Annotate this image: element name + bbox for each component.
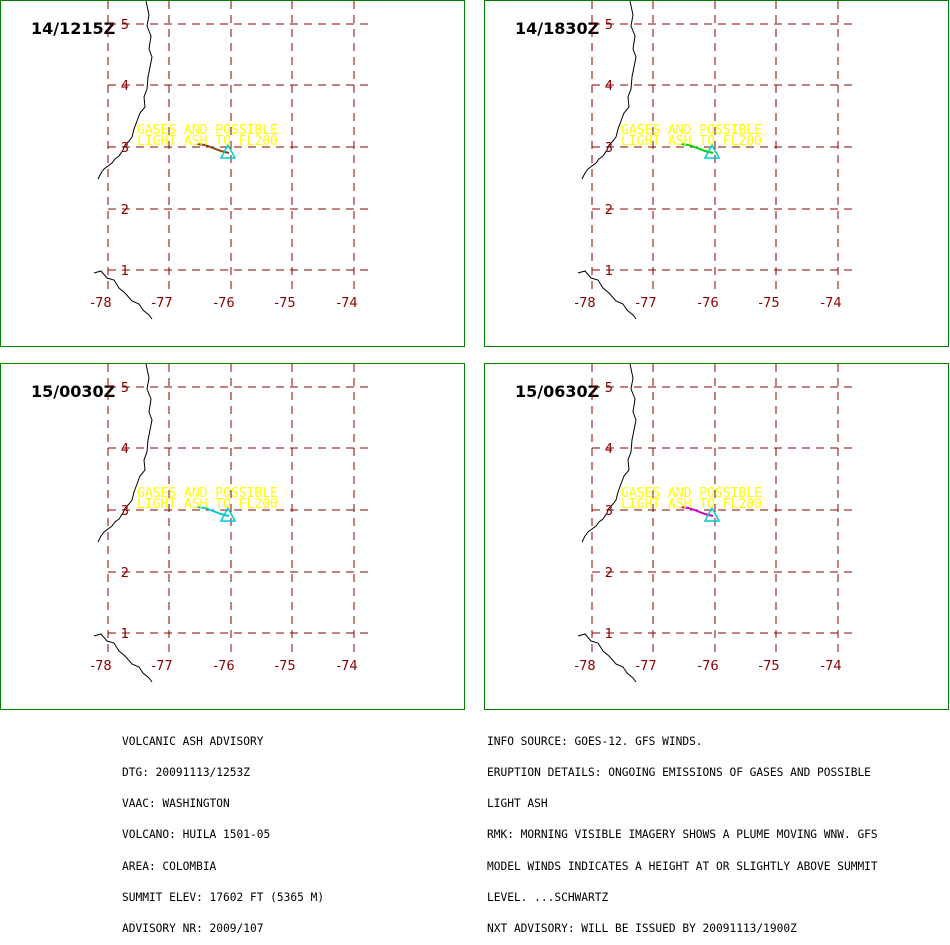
advisory-line: ADVISORY NR: 2009/107 [122, 922, 264, 936]
latitude-label: 2 [121, 203, 129, 218]
panel-time-label: 14/1830Z [515, 19, 600, 38]
advisory-line: MODEL WINDS INDICATES A HEIGHT AT OR SLI… [487, 859, 878, 873]
volcano-triangle-icon [703, 506, 721, 522]
ash-cloud-label: LIGHT ASH TO FL200 [621, 497, 762, 512]
ash-forecast-map: 5 4 3 2 1 -78 -77 -76 -75 -74 GASES AND POSSIBLELI… [90, 364, 371, 683]
longitude-label: -77 [635, 659, 656, 674]
latitude-label: 3 [121, 141, 129, 156]
ash-forecast-map: 5 4 3 2 1 -78 -77 -76 -75 -74 GASES AND POSSIBLELI… [574, 364, 855, 683]
advisory-line: LIGHT ASH [487, 797, 548, 811]
latitude-label: 3 [121, 504, 129, 519]
coastline [97, 364, 153, 543]
advisory-line: NXT ADVISORY: WILL BE ISSUED BY 20091113… [487, 922, 797, 936]
longitude-label: -78 [90, 296, 111, 311]
longitude-label: -77 [151, 659, 172, 674]
volcano-triangle-icon [219, 506, 237, 522]
coastline [93, 270, 153, 320]
latitude-label: 1 [121, 264, 129, 279]
latitude-label: 2 [605, 203, 613, 218]
volcano-triangle-icon [219, 143, 237, 159]
coastline [577, 270, 637, 320]
latitude-label: 5 [605, 18, 613, 33]
advisory-line: VOLCANO: HUILA 1501-05 [122, 828, 271, 842]
advisory-line: RMK: MORNING VISIBLE IMAGERY SHOWS A PLU… [487, 828, 878, 842]
panel-time-label: 15/0030Z [31, 382, 116, 401]
advisory-line: LEVEL. ...SCHWARTZ [487, 890, 609, 904]
latitude-label: 3 [605, 141, 613, 156]
latitude-label: 5 [121, 381, 129, 396]
coastline [97, 1, 153, 180]
advisory-header-text: VOLCANIC ASH ADVISORY DTG: 20091113/1253… [122, 716, 324, 945]
longitude-label: -76 [213, 659, 234, 674]
latitude-label: 1 [605, 627, 613, 642]
map-panel: 15/0630Z 5 4 3 2 1 -78 -77 -76 -75 -74 GASES AND P… [484, 363, 949, 710]
latitude-label: 3 [605, 504, 613, 519]
ash-cloud-label: LIGHT ASH TO FL200 [137, 134, 278, 149]
advisory-line: VAAC: WASHINGTON [122, 797, 230, 811]
advisory-line: SUMMIT ELEV: 17602 FT (5365 M) [122, 890, 325, 904]
advisory-line: AREA: COLOMBIA [122, 859, 217, 873]
coastline [581, 364, 637, 543]
longitude-label: -78 [574, 659, 595, 674]
latitude-label: 1 [121, 627, 129, 642]
ash-cloud-label: GASES AND POSSIBLE [137, 486, 278, 501]
longitude-label: -76 [697, 659, 718, 674]
map-panel: 14/1215Z 5 4 3 2 1 -78 -77 -76 -75 -74 GASES AND P… [0, 0, 465, 347]
longitude-label: -75 [274, 296, 295, 311]
advisory-line: VOLCANIC ASH ADVISORY [122, 734, 264, 748]
ash-cloud-label: GASES AND POSSIBLE [621, 486, 762, 501]
coastline [93, 633, 153, 683]
ash-cloud-label: GASES AND POSSIBLE [137, 123, 278, 138]
latitude-label: 4 [605, 442, 613, 457]
longitude-label: -78 [90, 659, 111, 674]
latitude-label: 1 [605, 264, 613, 279]
longitude-label: -74 [336, 296, 357, 311]
latitude-label: 4 [121, 442, 129, 457]
latitude-label: 2 [605, 566, 613, 581]
ash-cloud-label: LIGHT ASH TO FL200 [137, 497, 278, 512]
longitude-label: -76 [697, 296, 718, 311]
longitude-label: -78 [574, 296, 595, 311]
advisory-line: INFO SOURCE: GOES-12. GFS WINDS. [487, 734, 703, 748]
map-panel: 15/0030Z 5 4 3 2 1 -78 -77 -76 -75 -74 GASES AND P… [0, 363, 465, 710]
longitude-label: -74 [820, 659, 841, 674]
ash-cloud-label: LIGHT ASH TO FL200 [621, 134, 762, 149]
longitude-label: -75 [758, 296, 779, 311]
volcano-triangle-icon [703, 143, 721, 159]
panel-time-label: 15/0630Z [515, 382, 600, 401]
latitude-label: 5 [605, 381, 613, 396]
ash-cloud-label: GASES AND POSSIBLE [621, 123, 762, 138]
ash-forecast-map: 5 4 3 2 1 -78 -77 -76 -75 -74 GASES AND POSSIBLELI… [90, 1, 371, 320]
coastline [581, 1, 637, 180]
map-panel: 14/1830Z 5 4 3 2 1 -78 -77 -76 -75 -74 GASES AND P… [484, 0, 949, 347]
latitude-label: 5 [121, 18, 129, 33]
longitude-label: -74 [820, 296, 841, 311]
longitude-label: -74 [336, 659, 357, 674]
longitude-label: -75 [274, 659, 295, 674]
longitude-label: -76 [213, 296, 234, 311]
advisory-line: ERUPTION DETAILS: ONGOING EMISSIONS OF G… [487, 766, 871, 780]
ash-forecast-map: 5 4 3 2 1 -78 -77 -76 -75 -74 GASES AND POSSIBLELI… [574, 1, 855, 320]
longitude-label: -77 [635, 296, 656, 311]
panel-time-label: 14/1215Z [31, 19, 116, 38]
latitude-label: 4 [121, 79, 129, 94]
advisory-line: DTG: 20091113/1253Z [122, 766, 250, 780]
coastline [577, 633, 637, 683]
longitude-label: -75 [758, 659, 779, 674]
latitude-label: 2 [121, 566, 129, 581]
latitude-label: 4 [605, 79, 613, 94]
longitude-label: -77 [151, 296, 172, 311]
advisory-details-text: INFO SOURCE: GOES-12. GFS WINDS. ERUPTIO… [487, 716, 878, 945]
